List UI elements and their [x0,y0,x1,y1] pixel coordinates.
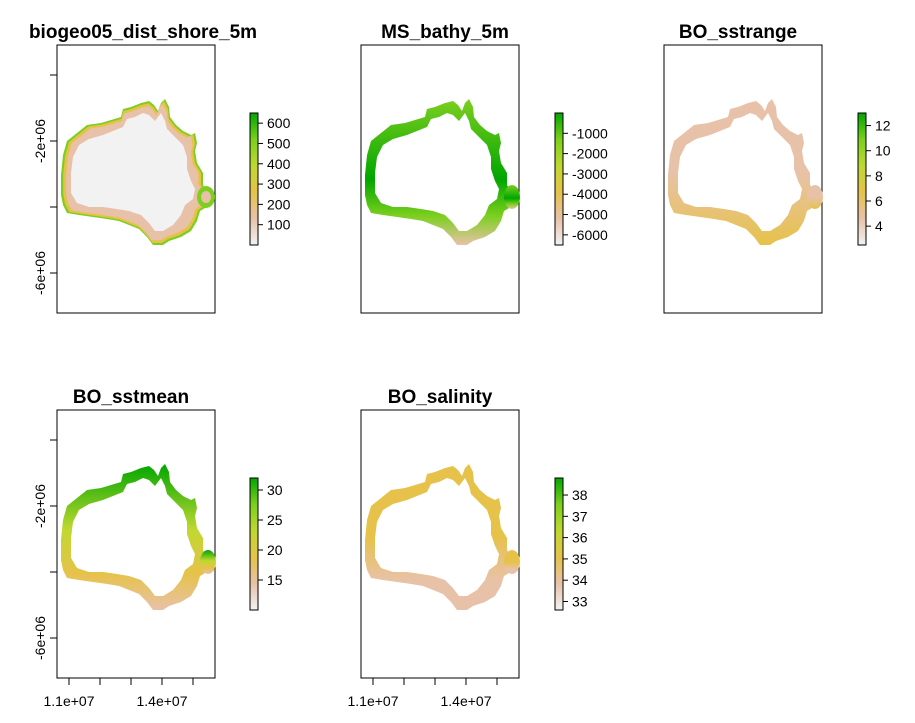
legend-tick-label: 20 [267,542,283,558]
legend-tick-label: -4000 [572,186,608,202]
panel-3: BO_sstrange 12 10 8 6 4 [663,22,891,314]
legend-colorbar [554,112,564,246]
y-tick-label: -6e+06 [32,616,48,660]
panel-title: BO_sstrange [679,22,797,43]
legend-tick-label: 35 [572,551,588,567]
legend-tick-label: 30 [267,482,283,498]
raster-coastal-band [365,464,515,610]
plot-frame [663,44,823,314]
x-tick-label: 1.1e+07 [348,693,399,709]
legend-tick-label: 25 [267,512,283,528]
legend-tick-label: 300 [267,176,291,192]
legend-tick-label: 600 [267,115,291,131]
legend-tick-label: -5000 [572,207,608,223]
legend-tick-label: 100 [267,217,291,233]
legend-tick-label: 200 [267,196,291,212]
raster-island [504,550,520,574]
legend-colorbar [249,477,259,611]
panel-1: biogeo05_dist_shore_5m -2e+06 -6e+06 600 500… [29,22,291,314]
legend-tick-label: 6 [875,193,883,209]
raster-island [807,185,823,209]
panel-title: MS_bathy_5m [381,22,509,43]
legend-tick-label: 34 [572,572,588,588]
y-tick-label: -2e+06 [32,484,48,528]
legend-colorbar [857,112,867,246]
legend-tick-label: 8 [875,168,883,184]
legend-colorbar [554,477,564,611]
legend-tick-label: -6000 [572,227,608,243]
legend-colorbar [249,112,259,246]
x-tick-label: 1.4e+07 [137,693,188,709]
raster-island-core [201,191,211,203]
legend-tick-label: 36 [572,530,588,546]
legend-tick-label: 10 [875,143,891,159]
legend-tick-label: 15 [267,572,283,588]
panel-5: BO_salinity 1.1e+07 1.4e+07 38 37 36 35 34 33 [348,387,588,709]
panel-2: MS_bathy_5m -1000 -2000 -3000 -4000 -5000 -600… [360,22,608,314]
legend-tick-label: -1000 [572,125,608,141]
legend-tick-label: -3000 [572,166,608,182]
raster-island [504,185,520,209]
raster-coastal-band [668,99,818,245]
legend-tick-label: 33 [572,593,588,609]
raster-coastal-band [61,464,211,610]
legend-tick-label: 400 [267,156,291,172]
panel-title: BO_salinity [388,387,493,408]
y-tick-label: -2e+06 [32,119,48,163]
panel-title: BO_sstmean [73,387,189,408]
legend-tick-label: 500 [267,135,291,151]
plot-frame [56,409,216,679]
raster-core [71,113,195,231]
raster-coastal-band [365,99,515,245]
legend-tick-label: 38 [572,487,588,503]
raster-island [200,550,216,574]
y-tick-label: -6e+06 [32,251,48,295]
panel-4: BO_sstmean -2e+06 -6e+06 1.1e+07 1.4e+07 30 25… [32,387,283,709]
legend-tick-label: 12 [875,118,891,134]
legend-tick-label: 37 [572,508,588,524]
plot-frame [360,44,520,314]
legend-tick-label: 4 [875,218,883,234]
x-tick-label: 1.4e+07 [441,693,492,709]
panel-title: biogeo05_dist_shore_5m [29,22,257,43]
plot-frame [360,409,520,679]
x-tick-label: 1.1e+07 [44,693,95,709]
legend-tick-label: -2000 [572,146,608,162]
